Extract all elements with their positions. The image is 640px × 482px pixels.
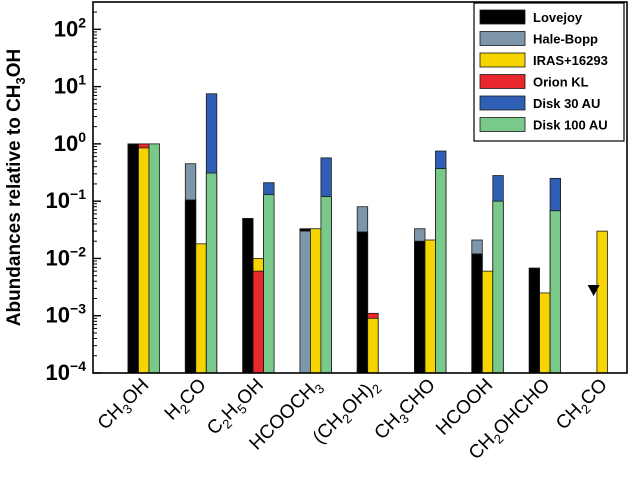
bar-ch2oh-2-lovejoy [356, 231, 369, 374]
bar-ch3oh-disk-100-au [148, 143, 160, 374]
y-tick-label: 102 [54, 14, 86, 41]
bar-ch2oh-2-iras-16293 [367, 317, 379, 374]
bar-c2h5oh-orion-kl [252, 270, 265, 374]
legend-swatch-orion-kl [479, 74, 526, 89]
x-label-hcooh: HCOOH [432, 375, 497, 440]
legend-swatch-disk-100-au [479, 117, 526, 132]
bar-hcooh-iras-16293 [481, 270, 494, 374]
bar-ch3cho-iras-16293 [424, 239, 436, 374]
x-axis-labels: CH3OHH2COC2H5OHHCOOCH3(CH2OH)2CH3CHOHCOO… [94, 375, 614, 464]
bar-hcooh-lovejoy [471, 253, 483, 374]
bar-ch2co-iras-16293 [596, 230, 608, 374]
legend-swatch-iras-16293 [479, 52, 526, 68]
markers-layer [587, 285, 600, 297]
legend-label-orion-kl: Orion KL [533, 75, 589, 90]
legend-label-iras-16293: IRAS+16293 [533, 53, 608, 68]
upper-limit-marker-ch2co [587, 285, 600, 297]
y-axis-title: Abundances relative to CH3OH [4, 49, 28, 327]
y-tick-label: 10−1 [46, 186, 87, 213]
legend-swatch-lovejoy [479, 9, 526, 25]
bar-h2co-disk-100-au [205, 172, 218, 374]
legend-label-disk-100-au: Disk 100 AU [533, 118, 608, 133]
bar-c2h5oh-disk-100-au [263, 194, 275, 374]
bar-ch3cho-lovejoy [414, 240, 426, 374]
plot-frame [92, 1, 628, 374]
legend-label-hale-bopp: Hale-Bopp [533, 32, 598, 47]
bar-ch2ohcho-lovejoy [528, 267, 540, 374]
y-axis-ticks: 10−4 10−3 10−2 10−1 100 101 102 [46, 1, 101, 385]
legend-label-lovejoy: Lovejoy [533, 10, 583, 25]
x-label-ch3cho: CH3CHO [371, 375, 442, 446]
y-tick-label: 10−2 [46, 243, 87, 270]
bar-ch2ohcho-iras-16293 [539, 292, 551, 374]
bar-c2h5oh-lovejoy [242, 218, 254, 374]
bar-h2co-lovejoy [184, 199, 197, 374]
bar-ch3oh-iras-16293 [138, 147, 150, 374]
y-tick-label: 100 [54, 129, 86, 156]
bar-ch3cho-disk-100-au [435, 168, 447, 374]
bar-ch2ohcho-disk-100-au [549, 210, 561, 374]
legend-swatch-hale-bopp [479, 31, 526, 46]
bar-hcooh-disk-100-au [492, 200, 504, 374]
x-label-ch3oh: CH3OH [94, 375, 156, 437]
y-tick-label: 101 [54, 72, 86, 99]
bar-hcooch3-disk-100-au [320, 196, 332, 374]
y-tick-label: 10−3 [46, 301, 87, 328]
bar-hcooch3-iras-16293 [309, 228, 322, 374]
bar-hcooch3-hale-bopp [299, 230, 311, 374]
legend-swatch-disk-30-au [479, 95, 526, 111]
y-tick-label: 10−4 [46, 358, 87, 385]
bar-h2co-iras-16293 [195, 243, 207, 374]
x-label-ch2co: CH2CO [552, 375, 614, 437]
bar-ch3oh-lovejoy [127, 143, 139, 374]
bars-layer [127, 93, 608, 374]
legend: Lovejoy Hale-Bopp IRAS+16293 Orion KL Disk 3… [473, 2, 625, 142]
x-label-h2co: H2CO [161, 375, 213, 427]
legend-label-disk-30-au: Disk 30 AU [533, 96, 600, 111]
